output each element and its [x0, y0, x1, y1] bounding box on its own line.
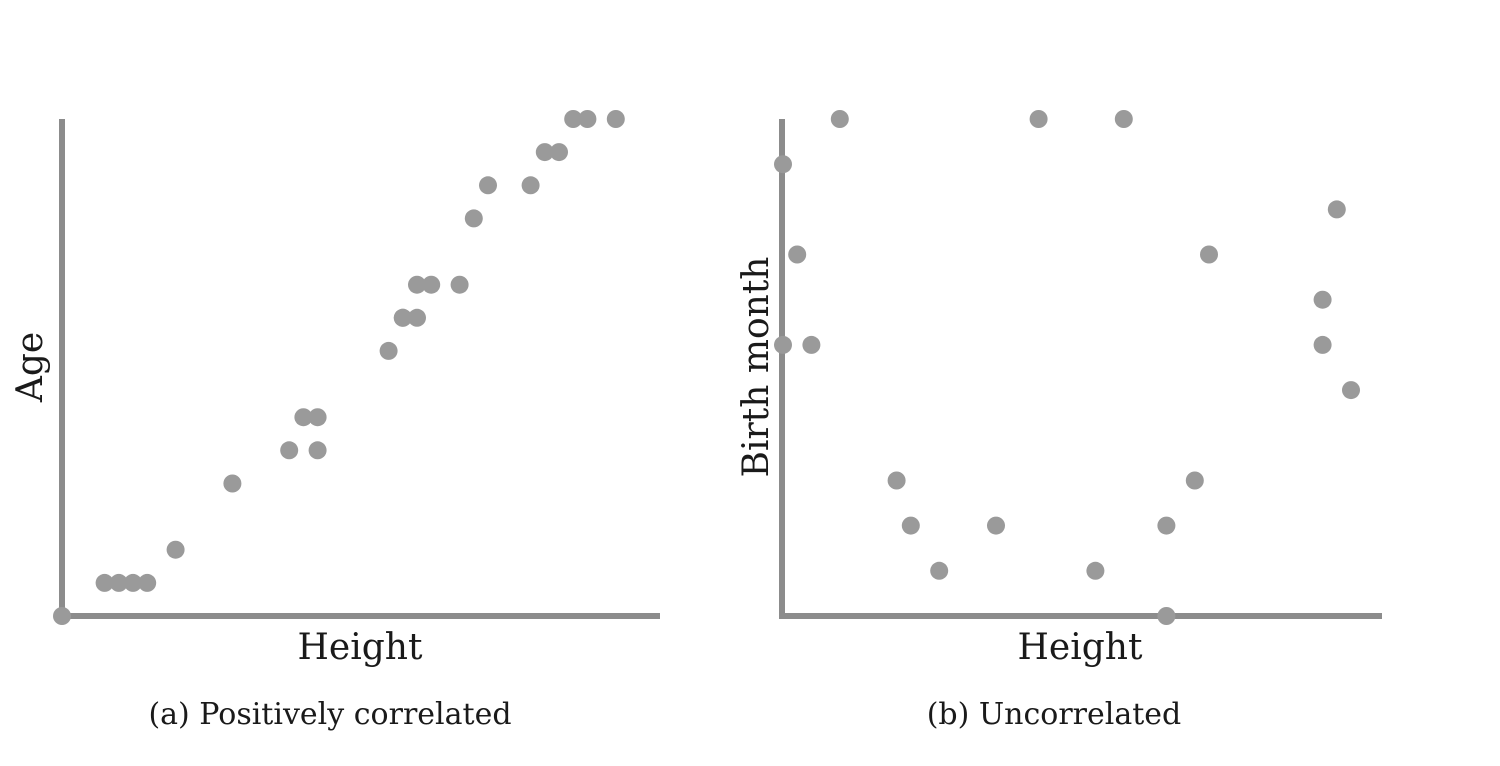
data-point [521, 176, 540, 195]
data-point [930, 561, 949, 580]
data-point [774, 155, 792, 174]
panel-positively-correlated: Height Age (a) Positively correlated [10, 110, 660, 732]
data-point [124, 573, 142, 592]
data-point [606, 110, 625, 128]
data-point [564, 110, 583, 128]
scatter-points [774, 110, 1360, 625]
data-point [379, 341, 398, 360]
data-point [1029, 110, 1048, 128]
data-point [393, 308, 412, 327]
data-point [802, 335, 821, 354]
data-point [1313, 290, 1332, 309]
scatter-points [53, 110, 625, 625]
data-point [1114, 110, 1133, 128]
data-point [901, 516, 920, 535]
data-point [1157, 516, 1176, 535]
panel-caption: (b) Uncorrelated [927, 697, 1182, 732]
data-point [109, 573, 128, 592]
data-point [1313, 335, 1332, 354]
data-point [1185, 471, 1204, 490]
data-point [535, 143, 554, 162]
data-point [223, 474, 242, 493]
data-point [308, 441, 327, 460]
data-point [1327, 200, 1346, 219]
data-point [987, 516, 1005, 535]
data-point [788, 245, 807, 264]
panel-uncorrelated: Height Birth month (b) Uncorrelated [736, 110, 1382, 732]
y-axis-label: Age [10, 332, 51, 403]
data-point [1157, 607, 1176, 625]
data-point [887, 471, 906, 490]
data-point [422, 275, 441, 294]
data-point [95, 573, 114, 592]
x-axis-label: Height [1018, 627, 1143, 668]
data-point [53, 607, 71, 625]
data-point [1342, 381, 1360, 400]
data-point [1200, 245, 1218, 264]
data-point [280, 441, 299, 460]
data-point [450, 275, 469, 294]
y-axis-label: Birth month [736, 257, 777, 478]
data-point [774, 335, 792, 354]
data-point [166, 540, 185, 559]
data-point [294, 408, 313, 427]
data-point [1086, 561, 1105, 580]
panel-caption: (a) Positively correlated [148, 697, 511, 732]
data-point [830, 110, 849, 128]
data-point [408, 275, 426, 294]
data-point [464, 209, 483, 228]
data-point [138, 573, 157, 592]
x-axis-label: Height [298, 627, 423, 668]
data-point [550, 143, 568, 162]
data-point [479, 176, 497, 195]
data-point [308, 408, 327, 427]
data-point [408, 308, 426, 327]
data-point [578, 110, 597, 128]
